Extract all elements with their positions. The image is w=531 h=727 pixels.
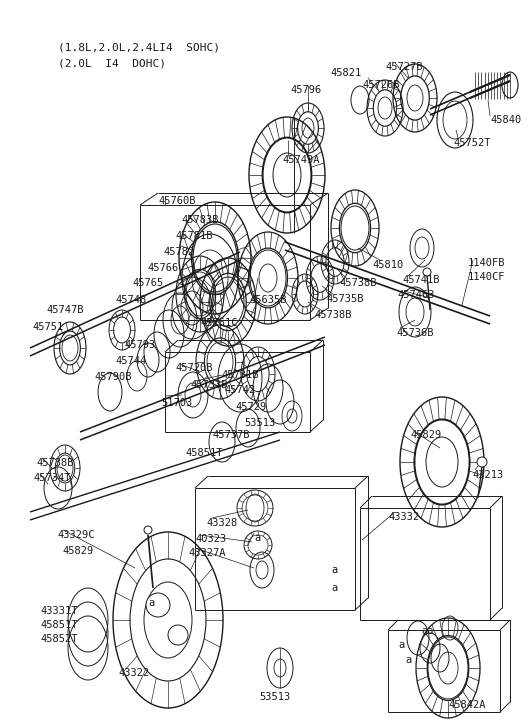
Text: 45749A: 45749A <box>282 155 320 165</box>
Circle shape <box>146 593 170 617</box>
Text: 51703: 51703 <box>161 398 192 408</box>
Text: 45761C: 45761C <box>200 318 237 328</box>
Text: a: a <box>254 533 260 543</box>
Text: 43213: 43213 <box>472 470 503 480</box>
Text: 1140CF: 1140CF <box>468 272 506 282</box>
Text: 45852T: 45852T <box>40 634 78 644</box>
Text: 45736B: 45736B <box>396 328 433 338</box>
Circle shape <box>477 457 487 467</box>
Circle shape <box>168 625 188 645</box>
Text: 45796: 45796 <box>290 85 321 95</box>
Text: 43332: 43332 <box>388 512 419 522</box>
Text: a: a <box>398 640 404 650</box>
Text: 45747B: 45747B <box>46 305 83 315</box>
Text: 43331T: 43331T <box>40 606 78 616</box>
Text: 1140FB: 1140FB <box>468 258 506 268</box>
Text: 45742: 45742 <box>224 385 255 395</box>
Text: 43327A: 43327A <box>188 548 226 558</box>
Text: 53513: 53513 <box>259 692 290 702</box>
Circle shape <box>144 526 152 534</box>
Text: 40323: 40323 <box>195 534 226 544</box>
Text: 45720B: 45720B <box>175 363 212 373</box>
Text: 45790B: 45790B <box>94 372 132 382</box>
Text: 45783B: 45783B <box>181 215 218 225</box>
Text: 45829: 45829 <box>62 546 93 556</box>
Text: (2.0L  I4  DOHC): (2.0L I4 DOHC) <box>58 58 166 68</box>
Text: (1.8L,2.0L,2.4LI4  SOHC): (1.8L,2.0L,2.4LI4 SOHC) <box>58 42 220 52</box>
Text: aa: aa <box>421 626 433 636</box>
Text: 45782: 45782 <box>163 247 194 257</box>
Text: 45738B: 45738B <box>314 310 352 320</box>
Text: 45735B: 45735B <box>326 294 364 304</box>
Text: 45731B: 45731B <box>221 370 259 380</box>
Text: 45810: 45810 <box>372 260 403 270</box>
Text: 45793: 45793 <box>124 340 155 350</box>
Text: 45752T: 45752T <box>453 138 491 148</box>
Text: 45729: 45729 <box>235 402 266 412</box>
Text: 45744: 45744 <box>115 356 146 366</box>
Text: 45829: 45829 <box>410 430 441 440</box>
Text: 45748: 45748 <box>115 295 146 305</box>
Text: 45726B: 45726B <box>362 80 399 90</box>
Text: 45734T: 45734T <box>33 473 71 483</box>
Text: 45821: 45821 <box>330 68 361 78</box>
Text: 45635B: 45635B <box>249 295 287 305</box>
Text: 45738B: 45738B <box>36 458 73 468</box>
Text: 45733B: 45733B <box>190 380 227 390</box>
Text: 457463: 457463 <box>397 290 434 300</box>
Text: 43329C: 43329C <box>57 530 95 540</box>
Text: 43328: 43328 <box>206 518 237 528</box>
Text: 45737B: 45737B <box>212 430 250 440</box>
Text: 53513: 53513 <box>244 418 275 428</box>
Text: 45842A: 45842A <box>448 700 485 710</box>
Text: 45765: 45765 <box>132 278 163 288</box>
Text: 45781B: 45781B <box>175 231 212 241</box>
Text: 43322: 43322 <box>118 668 149 678</box>
Text: a: a <box>331 583 337 593</box>
Text: 45851T: 45851T <box>185 448 222 458</box>
Text: 45751: 45751 <box>32 322 63 332</box>
Text: a: a <box>405 655 411 665</box>
Text: 45840: 45840 <box>490 115 521 125</box>
Text: 45760B: 45760B <box>158 196 195 206</box>
Text: a: a <box>148 598 154 608</box>
Text: 45738B: 45738B <box>339 278 376 288</box>
Text: 45766: 45766 <box>147 263 178 273</box>
Text: a: a <box>331 565 337 575</box>
Text: 45851T: 45851T <box>40 620 78 630</box>
Text: 45727B: 45727B <box>385 62 423 72</box>
Circle shape <box>423 268 431 276</box>
Text: 45741B: 45741B <box>402 275 440 285</box>
